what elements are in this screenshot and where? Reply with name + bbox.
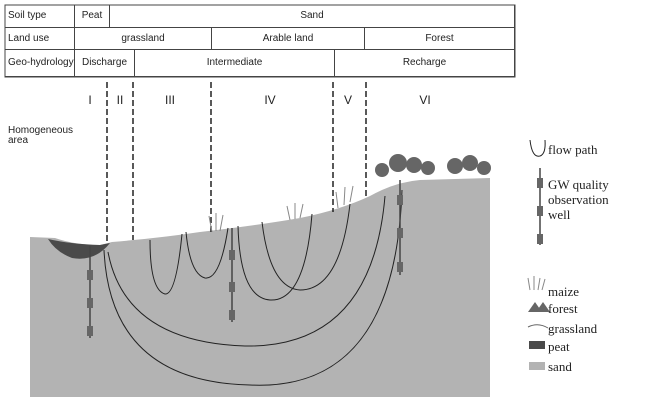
zone-label: VI	[415, 92, 435, 108]
legend-label: flow path	[548, 140, 628, 158]
table-cell: Sand	[110, 5, 515, 28]
zone-label: V	[338, 92, 358, 108]
row-label: Geo-hydrology	[5, 50, 75, 77]
legend-icons	[528, 140, 550, 370]
table-cell: Peat	[75, 5, 110, 28]
table-cell: Arable land	[212, 28, 365, 50]
row-label: Land use	[5, 28, 75, 50]
legend-label: forest	[548, 300, 628, 316]
table-cell: Recharge	[335, 50, 515, 77]
zone-label: IV	[260, 92, 280, 108]
sand	[30, 178, 490, 397]
diagram: Soil typePeatSandLand usegrasslandArable…	[0, 0, 646, 401]
legend-label: grassland	[548, 320, 628, 336]
table-cell: Discharge	[75, 50, 135, 77]
legend-label: maize	[548, 283, 628, 299]
zone-label: I	[80, 92, 100, 108]
zone-label: III	[160, 92, 180, 108]
row-label: Soil type	[5, 5, 75, 28]
area-label: Homogeneous area	[5, 124, 75, 148]
legend-label: sand	[548, 358, 628, 374]
legend-label: GW quality observation well	[548, 166, 628, 232]
table-cell: Intermediate	[135, 50, 335, 77]
table-cell: grassland	[75, 28, 212, 50]
zone-label: II	[110, 92, 130, 108]
legend-label: peat	[548, 338, 628, 354]
table-cell: Forest	[365, 28, 515, 50]
trees	[375, 154, 491, 177]
